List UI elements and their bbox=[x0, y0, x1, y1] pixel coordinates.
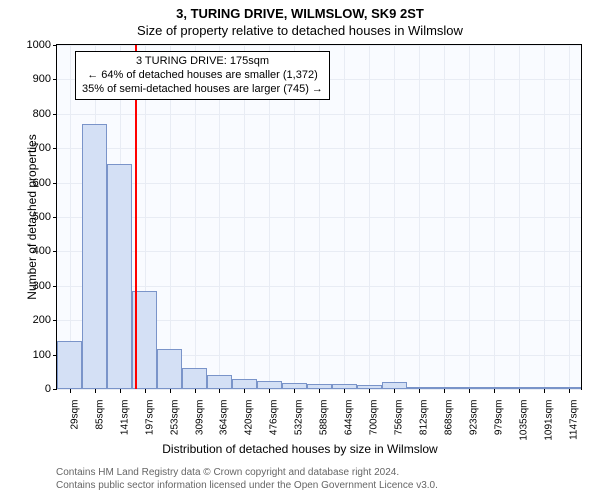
xtick-label: 923sqm bbox=[466, 400, 479, 436]
annotation-line: 3 TURING DRIVE: 175sqm bbox=[82, 55, 323, 69]
xtick-label: 868sqm bbox=[442, 400, 455, 436]
xtick-label: 979sqm bbox=[491, 400, 504, 436]
ytick-label: 1000 bbox=[27, 39, 57, 51]
ytick-label: 500 bbox=[33, 211, 57, 223]
xtick-label: 1091sqm bbox=[541, 400, 554, 441]
xtick bbox=[569, 389, 570, 393]
xtick bbox=[219, 389, 220, 393]
xtick-label: 29sqm bbox=[67, 400, 80, 430]
xtick bbox=[369, 389, 370, 393]
gridline-v bbox=[494, 45, 495, 389]
histogram-bar bbox=[382, 382, 407, 389]
histogram-bar bbox=[157, 349, 182, 389]
xtick bbox=[344, 389, 345, 393]
footer-line-1: Contains HM Land Registry data © Crown c… bbox=[56, 466, 438, 479]
xtick-label: 364sqm bbox=[217, 400, 230, 436]
gridline-v bbox=[369, 45, 370, 389]
gridline-v bbox=[569, 45, 570, 389]
histogram-bar bbox=[57, 341, 82, 389]
histogram-bar bbox=[232, 379, 257, 389]
xtick-label: 197sqm bbox=[142, 400, 155, 436]
xtick bbox=[544, 389, 545, 393]
x-axis-label: Distribution of detached houses by size … bbox=[0, 442, 600, 456]
xtick-label: 253sqm bbox=[167, 400, 180, 436]
histogram-bar bbox=[182, 368, 207, 389]
xtick bbox=[469, 389, 470, 393]
gridline-v bbox=[344, 45, 345, 389]
annotation-line: ← 64% of detached houses are smaller (1,… bbox=[82, 69, 323, 83]
annotation-line: 35% of semi-detached houses are larger (… bbox=[82, 83, 323, 97]
histogram-bar bbox=[257, 381, 282, 389]
xtick-label: 476sqm bbox=[267, 400, 280, 436]
xtick bbox=[294, 389, 295, 393]
plot-area: 010020030040050060070080090010003 TURING… bbox=[56, 44, 582, 390]
xtick bbox=[120, 389, 121, 393]
ytick-label: 200 bbox=[33, 314, 57, 326]
xtick-label: 1147sqm bbox=[566, 400, 579, 440]
ytick-label: 300 bbox=[33, 280, 57, 292]
xtick-label: 756sqm bbox=[392, 400, 405, 436]
histogram-bar bbox=[207, 375, 232, 389]
xtick-label: 588sqm bbox=[317, 400, 330, 436]
xtick bbox=[70, 389, 71, 393]
xtick bbox=[519, 389, 520, 393]
gridline-v bbox=[419, 45, 420, 389]
xtick-label: 1035sqm bbox=[516, 400, 529, 441]
title-main: 3, TURING DRIVE, WILMSLOW, SK9 2ST bbox=[0, 0, 600, 21]
xtick bbox=[269, 389, 270, 393]
xtick bbox=[444, 389, 445, 393]
xtick-label: 812sqm bbox=[417, 400, 430, 436]
ytick-label: 900 bbox=[33, 73, 57, 85]
ytick-label: 400 bbox=[33, 245, 57, 257]
xtick-label: 85sqm bbox=[92, 400, 105, 430]
xtick bbox=[195, 389, 196, 393]
footer-line-2: Contains public sector information licen… bbox=[56, 479, 438, 492]
annotation-box: 3 TURING DRIVE: 175sqm← 64% of detached … bbox=[75, 51, 330, 100]
xtick-label: 420sqm bbox=[242, 400, 255, 436]
chart-container: 3, TURING DRIVE, WILMSLOW, SK9 2ST Size … bbox=[0, 0, 600, 500]
gridline-v bbox=[444, 45, 445, 389]
ytick-label: 700 bbox=[33, 142, 57, 154]
xtick bbox=[394, 389, 395, 393]
footer-attribution: Contains HM Land Registry data © Crown c… bbox=[56, 466, 438, 492]
xtick bbox=[145, 389, 146, 393]
ytick-label: 100 bbox=[33, 349, 57, 361]
title-sub: Size of property relative to detached ho… bbox=[0, 21, 600, 38]
xtick bbox=[419, 389, 420, 393]
xtick-label: 309sqm bbox=[192, 400, 205, 436]
xtick bbox=[319, 389, 320, 393]
ytick-label: 600 bbox=[33, 177, 57, 189]
gridline-v bbox=[469, 45, 470, 389]
histogram-bar bbox=[107, 164, 132, 389]
gridline-v bbox=[70, 45, 71, 389]
xtick-label: 700sqm bbox=[367, 400, 380, 436]
xtick bbox=[95, 389, 96, 393]
xtick-label: 141sqm bbox=[117, 400, 130, 436]
histogram-bar bbox=[82, 124, 107, 389]
ytick-label: 800 bbox=[33, 108, 57, 120]
xtick bbox=[244, 389, 245, 393]
xtick bbox=[494, 389, 495, 393]
xtick-label: 532sqm bbox=[292, 400, 305, 436]
ytick-label: 0 bbox=[45, 383, 57, 395]
xtick-label: 644sqm bbox=[342, 400, 355, 436]
gridline-v bbox=[394, 45, 395, 389]
xtick bbox=[170, 389, 171, 393]
gridline-v bbox=[519, 45, 520, 389]
gridline-v bbox=[544, 45, 545, 389]
